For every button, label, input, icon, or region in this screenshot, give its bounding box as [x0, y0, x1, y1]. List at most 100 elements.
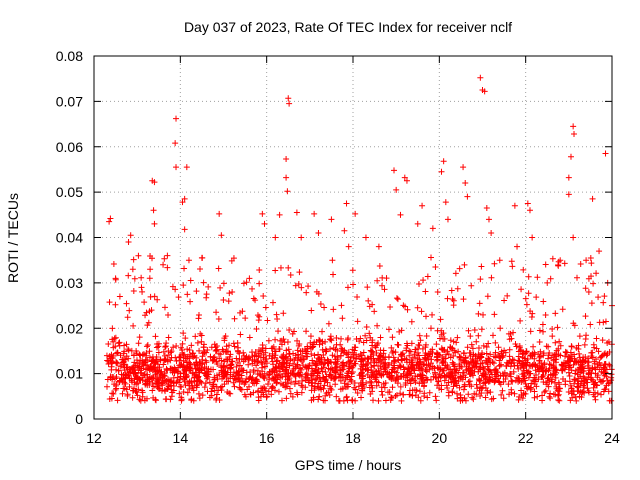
data-point	[379, 282, 386, 289]
data-point	[555, 262, 562, 269]
data-point	[575, 366, 582, 373]
data-point	[224, 348, 231, 355]
data-point	[444, 216, 451, 223]
data-point	[338, 335, 345, 342]
data-point	[394, 341, 401, 348]
data-point	[437, 374, 444, 381]
data-point	[170, 374, 177, 381]
data-point	[247, 391, 254, 398]
data-point	[311, 352, 318, 359]
data-point	[576, 354, 583, 361]
data-point	[259, 210, 266, 217]
data-point	[418, 308, 425, 315]
data-point	[252, 348, 259, 355]
data-point	[569, 394, 576, 401]
data-point	[376, 357, 383, 364]
data-point	[452, 270, 459, 277]
data-point	[256, 280, 263, 287]
data-point	[566, 378, 573, 385]
data-point	[588, 376, 595, 383]
data-point	[444, 385, 451, 392]
data-point	[363, 324, 370, 331]
data-point	[450, 302, 457, 309]
data-point	[272, 348, 279, 355]
data-point	[314, 369, 321, 376]
data-point	[319, 328, 326, 335]
data-point	[555, 345, 562, 352]
data-point	[539, 321, 546, 328]
data-point	[426, 389, 433, 396]
data-point	[382, 353, 389, 360]
data-point	[454, 334, 461, 341]
data-point	[605, 380, 612, 387]
data-point	[126, 383, 133, 390]
data-point	[371, 308, 378, 315]
data-point	[408, 376, 415, 383]
data-point	[581, 341, 588, 348]
chart-title: Day 037 of 2023, Rate Of TEC Index for r…	[184, 19, 512, 35]
data-point	[410, 366, 417, 373]
data-point	[299, 347, 306, 354]
data-point	[500, 373, 507, 380]
data-point	[216, 396, 223, 403]
data-point	[243, 279, 250, 286]
data-point	[514, 374, 521, 381]
data-point	[457, 356, 464, 363]
data-point	[225, 298, 232, 305]
data-point	[491, 353, 498, 360]
data-point	[406, 348, 413, 355]
data-point	[131, 275, 138, 282]
data-point	[255, 394, 262, 401]
data-point	[425, 361, 432, 368]
data-point	[198, 379, 205, 386]
data-point	[142, 378, 149, 385]
data-point	[202, 380, 209, 387]
data-point	[195, 373, 202, 380]
data-point	[176, 390, 183, 397]
data-point	[577, 260, 584, 267]
data-point	[380, 360, 387, 367]
data-point	[545, 383, 552, 390]
data-point	[281, 370, 288, 377]
data-point	[249, 285, 256, 292]
data-point	[516, 377, 523, 384]
data-point	[351, 351, 358, 358]
data-point	[584, 358, 591, 365]
data-point	[283, 174, 290, 181]
data-point	[139, 393, 146, 400]
data-point	[278, 337, 285, 344]
data-point	[524, 355, 531, 362]
y-tick-label: 0.07	[56, 93, 83, 109]
data-point	[415, 352, 422, 359]
data-point	[566, 364, 573, 371]
data-point	[146, 378, 153, 385]
data-point	[477, 393, 484, 400]
data-point	[114, 349, 121, 356]
data-point	[282, 373, 289, 380]
data-point	[575, 384, 582, 391]
data-point	[253, 376, 260, 383]
data-point	[456, 353, 463, 360]
data-point	[184, 291, 191, 298]
data-point	[515, 396, 522, 403]
data-point	[420, 383, 427, 390]
data-point	[544, 279, 551, 286]
data-point	[484, 363, 491, 370]
data-point	[478, 390, 485, 397]
data-point	[231, 315, 238, 322]
data-point	[110, 260, 117, 267]
data-point	[540, 328, 547, 335]
data-point	[214, 376, 221, 383]
data-point	[486, 356, 493, 363]
data-point	[231, 383, 238, 390]
data-point	[349, 369, 356, 376]
data-point	[279, 397, 286, 404]
data-point	[579, 389, 586, 396]
data-point	[157, 385, 164, 392]
data-point	[520, 390, 527, 397]
data-point	[273, 311, 280, 318]
data-point	[209, 385, 216, 392]
data-point	[303, 328, 310, 335]
data-point	[358, 375, 365, 382]
